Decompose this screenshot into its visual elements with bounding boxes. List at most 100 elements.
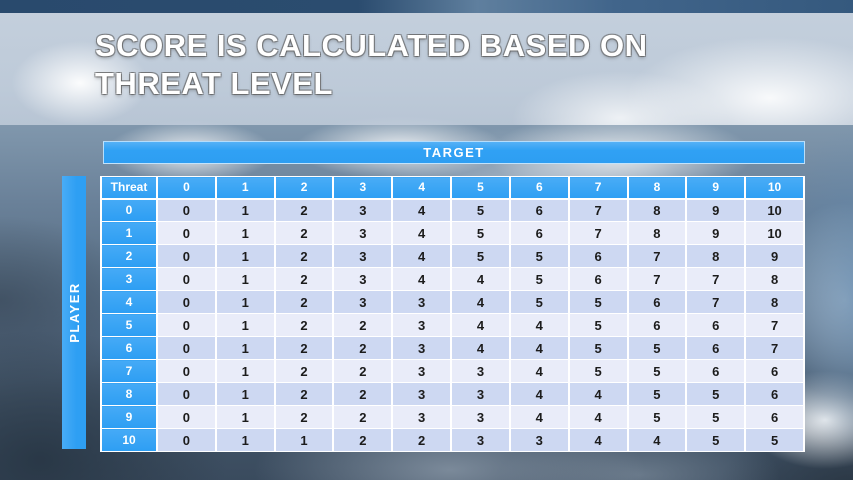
player-label: PLAYER — [66, 282, 82, 343]
score-cell: 5 — [685, 405, 747, 429]
score-cell: 6 — [685, 336, 747, 360]
score-cell: 4 — [450, 290, 511, 314]
score-cell: 3 — [508, 428, 570, 452]
score-cell: 4 — [508, 359, 570, 383]
score-cell: 10 — [744, 198, 805, 222]
score-cell: 3 — [391, 313, 453, 337]
score-cell: 6 — [744, 359, 805, 383]
score-cell: 5 — [567, 313, 629, 337]
score-cell: 2 — [273, 290, 335, 314]
score-cell: 5 — [744, 428, 805, 452]
score-cell: 4 — [391, 244, 453, 268]
score-cell: 5 — [508, 244, 570, 268]
table-row: 10 0 1 1 2 2 3 3 4 4 5 5 — [100, 428, 805, 452]
row-header: 7 — [100, 359, 158, 383]
score-cell: 7 — [567, 221, 629, 245]
column-header: 6 — [508, 176, 570, 200]
row-header: 1 — [100, 221, 158, 245]
score-cell: 2 — [273, 359, 335, 383]
score-cell: 9 — [685, 221, 747, 245]
score-cell: 0 — [156, 267, 217, 291]
score-cell: 0 — [156, 244, 217, 268]
score-cell: 5 — [626, 382, 688, 406]
score-cell: 2 — [273, 221, 335, 245]
score-cell: 9 — [685, 198, 747, 222]
column-header: 1 — [214, 176, 276, 200]
score-table: Threat 0 1 2 3 4 5 6 7 8 9 10 0 0 1 2 3 4 5 6 7 8 9 10 1 0 1 2 3 4 5 6… — [100, 176, 805, 452]
target-header-band: TARGET — [103, 141, 805, 164]
score-cell: 7 — [626, 267, 688, 291]
target-label: TARGET — [423, 145, 485, 160]
score-cell: 7 — [685, 290, 747, 314]
score-cell: 1 — [214, 244, 276, 268]
score-cell: 0 — [156, 382, 217, 406]
score-cell: 1 — [214, 382, 276, 406]
score-cell: 5 — [685, 428, 747, 452]
score-cell: 0 — [156, 290, 217, 314]
column-header: 4 — [391, 176, 453, 200]
score-cell: 3 — [332, 267, 394, 291]
score-cell: 0 — [156, 359, 217, 383]
corner-cell-threat: Threat — [100, 176, 158, 200]
score-cell: 1 — [214, 267, 276, 291]
score-cell: 1 — [214, 290, 276, 314]
score-cell: 6 — [626, 290, 688, 314]
score-cell: 6 — [567, 244, 629, 268]
row-header: 2 — [100, 244, 158, 268]
title-band — [0, 13, 853, 125]
score-cell: 5 — [508, 290, 570, 314]
row-header: 3 — [100, 267, 158, 291]
score-cell: 9 — [744, 244, 805, 268]
score-cell: 3 — [391, 382, 453, 406]
score-cell: 2 — [332, 428, 394, 452]
table-row: 0 0 1 2 3 4 5 6 7 8 9 10 — [100, 198, 805, 222]
score-cell: 4 — [391, 267, 453, 291]
score-cell: 4 — [508, 405, 570, 429]
column-header: 2 — [273, 176, 335, 200]
score-cell: 6 — [685, 359, 747, 383]
score-table-body: 0 0 1 2 3 4 5 6 7 8 9 10 1 0 1 2 3 4 5 6 7 8 9 10 2 0 1 2 3 4 5 5 6 7 8 9 3 0… — [100, 198, 805, 452]
score-cell: 2 — [273, 405, 335, 429]
score-cell: 3 — [332, 244, 394, 268]
score-cell: 1 — [214, 405, 276, 429]
score-cell: 2 — [273, 382, 335, 406]
score-cell: 0 — [156, 313, 217, 337]
score-cell: 4 — [567, 382, 629, 406]
score-cell: 3 — [391, 405, 453, 429]
score-cell: 0 — [156, 198, 217, 222]
score-table-head: Threat 0 1 2 3 4 5 6 7 8 9 10 — [100, 176, 805, 200]
score-cell: 10 — [744, 221, 805, 245]
score-cell: 2 — [391, 428, 453, 452]
score-cell: 5 — [626, 405, 688, 429]
score-cell: 2 — [332, 405, 394, 429]
score-cell: 4 — [626, 428, 688, 452]
player-header-band: PLAYER — [62, 176, 86, 449]
score-cell: 3 — [450, 405, 511, 429]
score-cell: 5 — [450, 198, 511, 222]
score-cell: 6 — [508, 198, 570, 222]
table-row: 1 0 1 2 3 4 5 6 7 8 9 10 — [100, 221, 805, 245]
score-cell: 1 — [214, 359, 276, 383]
slide-title-line-1: SCORE IS CALCULATED BASED ON — [95, 28, 648, 63]
score-cell: 6 — [567, 267, 629, 291]
score-cell: 8 — [744, 290, 805, 314]
score-cell: 3 — [391, 336, 453, 360]
score-cell: 4 — [508, 336, 570, 360]
score-cell: 6 — [744, 405, 805, 429]
score-cell: 2 — [332, 359, 394, 383]
score-cell: 4 — [567, 405, 629, 429]
score-cell: 1 — [214, 221, 276, 245]
score-cell: 2 — [273, 336, 335, 360]
score-cell: 4 — [450, 336, 511, 360]
score-cell: 5 — [626, 359, 688, 383]
row-header: 0 — [100, 198, 158, 222]
score-cell: 8 — [626, 221, 688, 245]
score-cell: 0 — [156, 428, 217, 452]
slide-title: SCORE IS CALCULATED BASED ON THREAT LEVE… — [95, 27, 805, 103]
top-strip — [0, 0, 853, 13]
header-row: Threat 0 1 2 3 4 5 6 7 8 9 10 — [100, 176, 805, 200]
